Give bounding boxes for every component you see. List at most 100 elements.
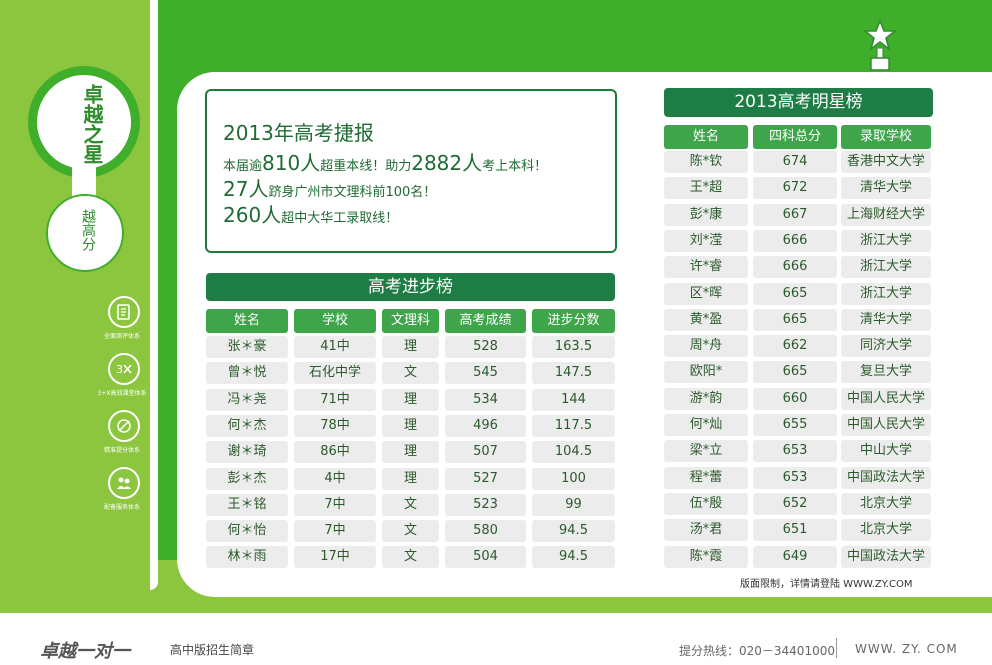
sidebar-edge xyxy=(150,0,158,590)
progress-cell: 527 xyxy=(445,467,526,490)
progress-cell: 理 xyxy=(382,467,439,490)
highlight-line-3: 260人超中大华工录取线！ xyxy=(223,203,399,227)
stars-cell: 清华大学 xyxy=(841,177,931,200)
stars-cell: 653 xyxy=(753,440,837,463)
progress-cell: 彭＊杰 xyxy=(206,467,288,490)
progress-cell: 41中 xyxy=(294,336,376,358)
stars-cell: 何*灿 xyxy=(664,414,748,436)
stars-cell: 北京大学 xyxy=(841,519,931,542)
progress-cell: 86中 xyxy=(294,441,376,464)
footer-separator xyxy=(836,638,837,658)
progress-cell: 94.5 xyxy=(532,520,615,543)
stars-cell: 665 xyxy=(753,361,837,384)
highlight-box: 2013年高考捷报 本届逾810人超重本线！助力2882人考上本科！ 27人跻身… xyxy=(205,89,617,253)
footer-subtitle: 高中版招生简章 xyxy=(170,643,255,657)
progress-cell: 文 xyxy=(382,493,439,516)
stars-cell: 中国人民大学 xyxy=(841,387,931,410)
progress-cell: 100 xyxy=(532,467,615,490)
stars-cell: 许*睿 xyxy=(664,256,748,279)
stars-table-title: 2013高考明星榜 xyxy=(664,88,933,117)
stars-cell: 666 xyxy=(753,229,837,252)
progress-cell: 545 xyxy=(445,362,526,385)
stars-cell: 660 xyxy=(753,387,837,410)
progress-cell: 文 xyxy=(382,520,439,543)
companion-service-icon xyxy=(108,467,140,499)
progress-header-cell: 学校 xyxy=(294,309,376,333)
progress-cell: 7中 xyxy=(294,493,376,516)
progress-cell: 507 xyxy=(445,441,526,464)
stars-cell: 667 xyxy=(753,203,837,226)
stars-cell: 彭*康 xyxy=(664,203,748,226)
stars-cell: 黄*盈 xyxy=(664,308,748,331)
trophy-star-icon xyxy=(862,18,898,74)
stars-cell: 中国政法大学 xyxy=(841,545,931,568)
stars-cell: 欧阳* xyxy=(664,361,748,384)
stars-cell: 653 xyxy=(753,466,837,489)
progress-cell: 117.5 xyxy=(532,414,615,437)
stars-cell: 662 xyxy=(753,335,837,358)
brand-badge: 卓越之星 越高分 xyxy=(28,66,140,274)
stars-cell: 香港中文大学 xyxy=(841,151,931,173)
stars-cell: 672 xyxy=(753,177,837,200)
stars-cell: 汤*君 xyxy=(664,519,748,542)
progress-cell: 理 xyxy=(382,414,439,437)
progress-header-cell: 姓名 xyxy=(206,309,288,333)
svg-text:3: 3 xyxy=(116,363,123,376)
stars-cell: 上海财经大学 xyxy=(841,203,931,226)
stars-cell: 游*韵 xyxy=(664,387,748,410)
progress-cell: 林＊雨 xyxy=(206,546,288,569)
stars-cell: 梁*立 xyxy=(664,440,748,463)
progress-cell: 何＊怡 xyxy=(206,520,288,543)
stars-cell: 区*晖 xyxy=(664,282,748,305)
stars-cell: 复旦大学 xyxy=(841,361,931,384)
progress-cell: 504 xyxy=(445,546,526,569)
badge-title: 卓越之星 xyxy=(80,84,104,164)
progress-cell: 144 xyxy=(532,388,615,411)
side-label: 3+X高效课堂体系 xyxy=(97,390,147,397)
stars-cell: 649 xyxy=(753,545,837,568)
stars-cell: 陈*霞 xyxy=(664,545,748,568)
stars-cell: 666 xyxy=(753,256,837,279)
stars-cell: 665 xyxy=(753,282,837,305)
stars-cell: 伍*殷 xyxy=(664,492,748,515)
highlight-line-1: 本届逾810人超重本线！助力2882人考上本科！ xyxy=(223,151,548,175)
stars-header-cell: 姓名 xyxy=(664,125,748,149)
progress-cell: 4中 xyxy=(294,467,376,490)
progress-cell: 文 xyxy=(382,546,439,569)
stars-cell: 665 xyxy=(753,308,837,331)
three-x-icon: 3 xyxy=(108,353,140,385)
progress-cell: 99 xyxy=(532,493,615,516)
progress-cell: 王＊铭 xyxy=(206,493,288,516)
progress-cell: 理 xyxy=(382,388,439,411)
highlight-line-2: 27人跻身广州市文理科前100名！ xyxy=(223,177,437,201)
progress-cell: 石化中学 xyxy=(294,362,376,385)
progress-cell: 文 xyxy=(382,362,439,385)
stars-cell: 同济大学 xyxy=(841,335,931,358)
progress-cell: 94.5 xyxy=(532,546,615,569)
stars-cell: 北京大学 xyxy=(841,492,931,515)
stars-cell: 浙江大学 xyxy=(841,256,931,279)
progress-cell: 理 xyxy=(382,336,439,358)
stars-header-cell: 四科总分 xyxy=(753,125,837,149)
stars-cell: 清华大学 xyxy=(841,308,931,331)
highlight-title: 2013年高考捷报 xyxy=(223,121,374,145)
progress-cell: 71中 xyxy=(294,388,376,411)
progress-cell: 104.5 xyxy=(532,441,615,464)
side-label: 全面测评体系 xyxy=(103,333,140,340)
stars-cell: 程*蕾 xyxy=(664,466,748,489)
progress-cell: 496 xyxy=(445,414,526,437)
precision-improve-icon xyxy=(108,410,140,442)
side-label: 精准提分体系 xyxy=(103,447,140,454)
progress-cell: 163.5 xyxy=(532,336,615,358)
progress-cell: 523 xyxy=(445,493,526,516)
stars-cell: 中国人民大学 xyxy=(841,414,931,436)
stars-cell: 浙江大学 xyxy=(841,282,931,305)
footer-phone: 提分热线：020－34401000 xyxy=(679,644,835,658)
stars-cell: 陈*钦 xyxy=(664,151,748,173)
stars-cell: 651 xyxy=(753,519,837,542)
progress-table-title: 高考进步榜 xyxy=(206,273,615,301)
progress-header-cell: 文理科 xyxy=(382,309,439,333)
progress-cell: 580 xyxy=(445,520,526,543)
progress-cell: 张＊豪 xyxy=(206,336,288,358)
progress-cell: 534 xyxy=(445,388,526,411)
